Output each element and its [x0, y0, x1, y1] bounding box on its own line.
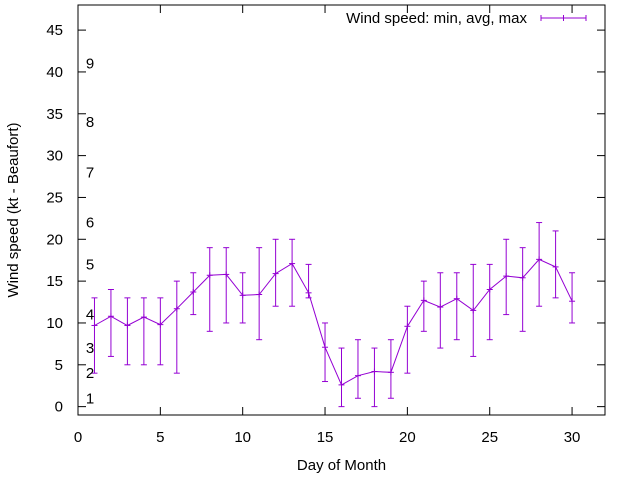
errorbar-point	[305, 263, 312, 299]
x-tick-label: 15	[317, 429, 334, 446]
errorbar-point	[569, 272, 576, 324]
y-tick-label: 20	[46, 231, 63, 248]
x-tick-label: 25	[481, 429, 498, 446]
x-tick-label: 20	[399, 429, 416, 446]
tick-layer	[77, 5, 605, 415]
errorbar-point	[256, 247, 263, 341]
errorbar-point	[354, 339, 361, 399]
x-tick-label: 30	[564, 429, 581, 446]
series-layer	[91, 222, 576, 408]
y-tick-label: 40	[46, 64, 63, 81]
y-tick-label: 5	[55, 357, 63, 374]
errorbar-point	[190, 272, 197, 316]
beaufort-label: 2	[86, 365, 94, 382]
errorbar-point	[91, 297, 98, 374]
y-tick-label: 30	[46, 148, 63, 165]
beaufort-label: 7	[86, 164, 94, 181]
errorbar-point	[206, 247, 213, 332]
beaufort-label: 3	[86, 340, 94, 357]
beaufort-label: 5	[86, 256, 94, 273]
errorbar-point	[289, 238, 296, 307]
errorbar-point	[420, 280, 427, 332]
errorbar-point	[552, 230, 559, 299]
errorbar-point	[437, 272, 444, 349]
beaufort-label: 6	[86, 215, 94, 232]
errorbar-point	[371, 347, 378, 408]
errorbar-point	[140, 297, 147, 366]
errorbar-point	[338, 347, 345, 408]
errorbar-point	[239, 272, 246, 324]
errorbar-point	[470, 263, 477, 357]
y-tick-label: 25	[46, 189, 63, 206]
beaufort-label: 4	[86, 307, 94, 324]
errorbar-point	[124, 297, 131, 366]
beaufort-label: 8	[86, 114, 94, 131]
errorbar-point	[519, 247, 526, 332]
x-tick-label: 10	[234, 429, 251, 446]
errorbar-point	[322, 322, 329, 383]
series-line	[94, 258, 573, 386]
errorbar-point	[486, 263, 493, 341]
y-tick-label: 15	[46, 273, 63, 290]
errorbar-point	[157, 297, 164, 366]
y-tick-label: 10	[46, 315, 63, 332]
errorbar-point	[453, 272, 460, 341]
errorbar-point	[503, 238, 510, 316]
plot-frame	[77, 4, 606, 416]
errorbar-point	[173, 280, 180, 374]
y-tick-label: 0	[55, 399, 63, 416]
beaufort-label: 9	[86, 56, 94, 73]
y-tick-label: 45	[46, 22, 63, 39]
legend: Wind speed: min, avg, max	[346, 10, 587, 27]
y-tick-label: 35	[46, 106, 63, 123]
x-tick-label: 5	[156, 429, 164, 446]
errorbar-point	[387, 339, 394, 399]
x-axis-label: Day of Month	[297, 457, 386, 474]
y-axis-label: Wind speed (kt - Beaufort)	[5, 122, 22, 297]
legend-label: Wind speed: min, avg, max	[346, 10, 527, 27]
errorbar-point	[404, 305, 411, 374]
errorbar-point	[272, 238, 279, 307]
errorbar-point	[536, 222, 543, 307]
errorbar-point	[223, 247, 230, 324]
beaufort-label: 1	[86, 390, 94, 407]
x-tick-label: 0	[74, 429, 82, 446]
errorbar-point	[107, 288, 114, 357]
